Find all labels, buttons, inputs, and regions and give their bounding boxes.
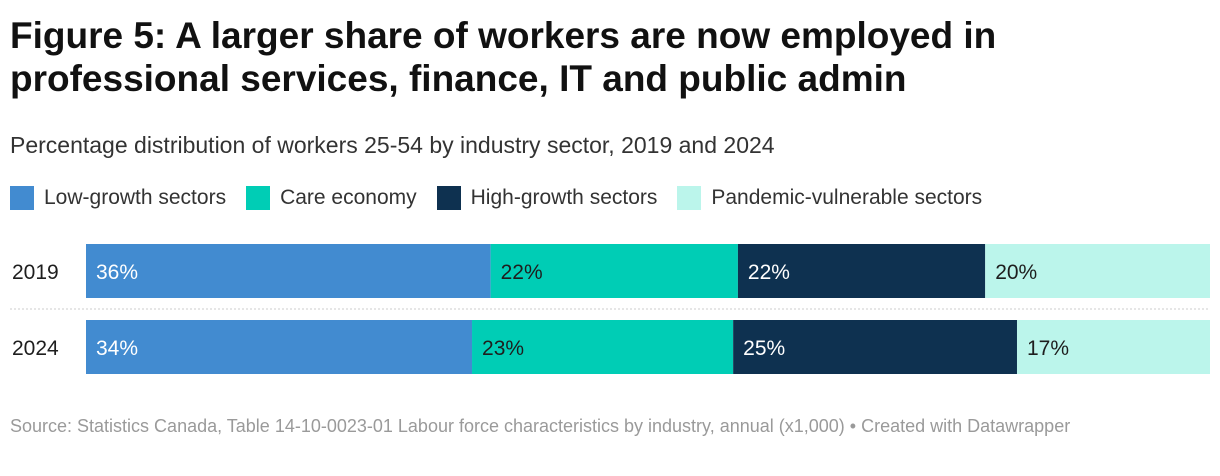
bar-segment-2019-2	[737, 244, 986, 298]
legend-swatch-high-growth	[436, 186, 461, 210]
bar-segment-2024-2	[733, 320, 1017, 374]
bar-segment-2024-3	[1016, 320, 1210, 374]
legend-label-pandemic-vulnerable: Pandemic-vulnerable sectors	[711, 186, 983, 209]
legend-swatch-care-economy	[246, 186, 271, 210]
legend-label-low-growth: Low-growth sectors	[44, 186, 227, 209]
data-label-2024-1: 23%	[482, 337, 524, 360]
bar-segment-2019-3	[985, 244, 1210, 298]
legend-item-care-economy: Care economy	[246, 186, 417, 210]
legend: Low-growth sectors Care economy High-gro…	[10, 186, 1002, 210]
data-label-2024-3: 17%	[1027, 337, 1069, 360]
chart-subtitle: Percentage distribution of workers 25-54…	[10, 132, 775, 158]
data-label-2019-1: 22%	[501, 261, 543, 284]
bar-segment-2024-1	[472, 320, 734, 374]
chart-title: Figure 5: A larger share of workers are …	[10, 15, 997, 99]
data-label-2019-0: 36%	[96, 261, 138, 284]
data-label-2019-2: 22%	[748, 261, 790, 284]
legend-item-high-growth: High-growth sectors	[436, 186, 658, 210]
legend-item-pandemic-vulnerable: Pandemic-vulnerable sectors	[677, 186, 982, 210]
data-label-2019-3: 20%	[995, 261, 1037, 284]
legend-swatch-pandemic-vulnerable	[677, 186, 702, 210]
bar-segment-2019-0	[86, 244, 491, 298]
legend-item-low-growth: Low-growth sectors	[10, 186, 226, 210]
legend-label-care-economy: Care economy	[280, 186, 417, 209]
data-label-2024-2: 25%	[743, 337, 785, 360]
legend-label-high-growth: High-growth sectors	[470, 186, 658, 209]
category-label-2024: 2024	[12, 337, 59, 360]
bar-segment-2024-0	[86, 320, 473, 374]
bar-segment-2019-1	[490, 244, 738, 298]
stacked-bar-chart: 2019 36% 22% 22% 20% 2024 34% 23% 25% 17%	[10, 244, 1210, 374]
data-label-2024-0: 34%	[96, 337, 138, 360]
category-label-2019: 2019	[12, 261, 59, 284]
legend-swatch-low-growth	[10, 186, 34, 210]
source-note: Source: Statistics Canada, Table 14-10-0…	[10, 416, 1071, 436]
